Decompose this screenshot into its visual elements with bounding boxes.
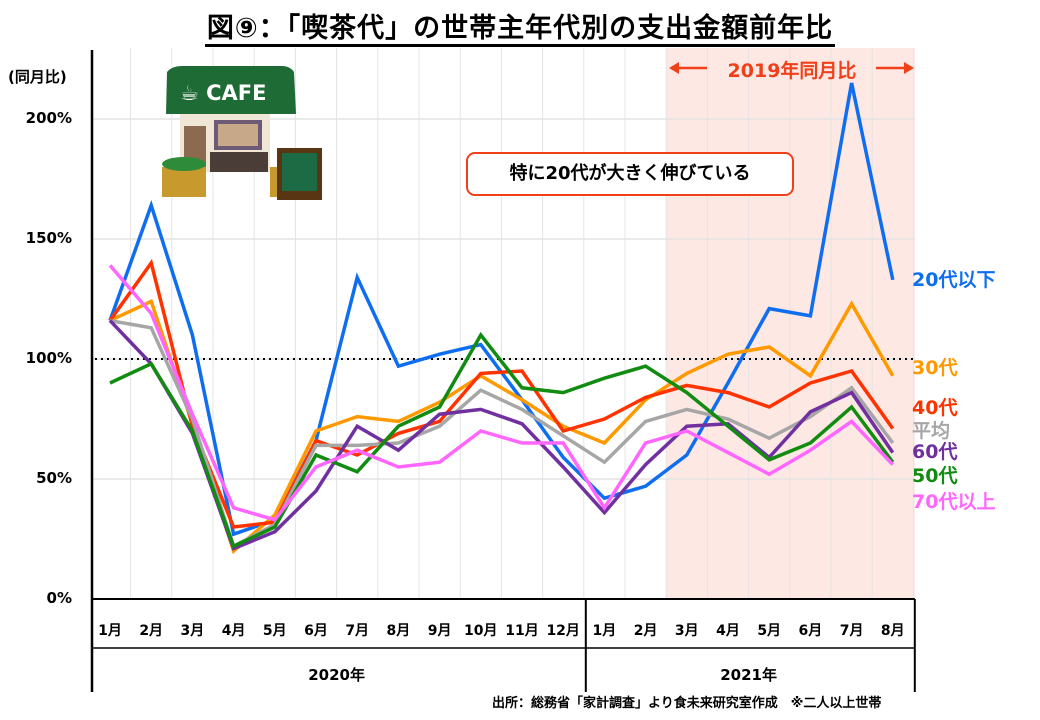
x-tick-label: 11月 [505,623,539,639]
right-arrowhead-icon [904,62,914,74]
x-tick-label: 1月 [592,623,617,639]
year-label: 2021年 [720,666,777,684]
gridlines [92,48,915,599]
x-tick-label: 7月 [839,623,864,639]
source-note: 出所：総務省「家計調査」より食未来研究室作成 ※二人以上世帯 [492,696,882,711]
x-tick-label: 5月 [262,623,287,639]
y-tick-label: 150% [25,229,72,247]
x-tick-label: 5月 [757,623,782,639]
x-tick-label: 2月 [633,623,658,639]
series-label: 70代以上 [912,491,996,513]
x-tick-label: 6月 [798,623,823,639]
x-tick-label: 10月 [464,623,498,639]
series-label: 30代 [912,357,958,379]
annotation-callout: 特に20代が大きく伸びている [466,152,794,196]
y-tick-label: 200% [25,109,72,127]
series-line-4 [108,319,895,551]
x-tick-label: 1月 [98,623,122,639]
series-label: 40代 [912,397,958,419]
series-label: 20代以下 [912,269,996,291]
cafe-illustration: ☕ CAFE [162,66,322,200]
x-tick-label: 3月 [180,623,205,639]
cafe-sign-text: ☕ CAFE [180,81,267,105]
series-label: 平均 [912,420,951,442]
x-tick-label: 12月 [546,623,580,639]
x-tick-label: 8月 [880,623,905,639]
range-arrows [669,62,914,74]
series-lines [108,82,895,555]
x-tick-label: 9月 [427,623,452,639]
series-label: 60代 [912,441,958,463]
range-label: 2019年同月比 [727,60,857,82]
x-tick-label: 4月 [716,623,740,639]
series-line-5 [109,331,895,549]
y-tick-label: 50% [36,469,72,487]
y-tick-label: 0% [46,589,72,607]
x-tick-label: 2月 [139,623,164,639]
series-line-6 [108,264,895,522]
shaded-region-2019 [666,48,915,599]
x-tick-label: 4月 [221,623,246,639]
left-arrowhead-icon [669,62,679,74]
chart-title: 図⑨：「喫茶代」の世帯主年代別の支出金額前年比 [0,6,1040,47]
axes [90,50,916,692]
x-tick-label: 6月 [304,623,328,639]
x-tick-label: 7月 [345,623,370,639]
x-tick-label: 3月 [674,623,699,639]
series-line-2 [108,258,895,529]
year-label: 2020年 [308,666,365,684]
series-label: 50代 [912,465,958,487]
y-tick-label: 100% [25,349,72,367]
y-axis-label: (同月比) [8,68,67,86]
x-tick-label: 8月 [386,623,411,639]
